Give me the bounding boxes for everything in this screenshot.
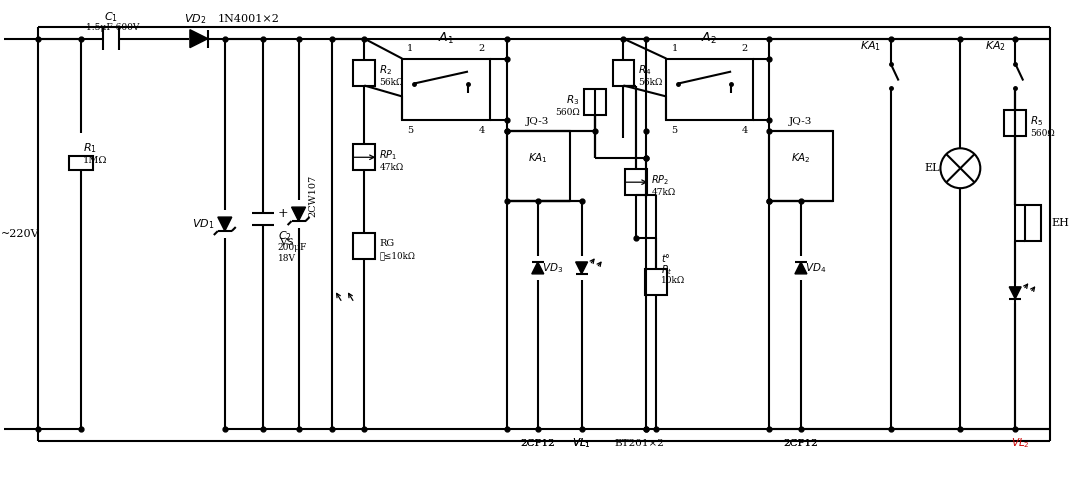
Bar xyxy=(402,59,490,120)
Text: $R_t$: $R_t$ xyxy=(662,263,672,277)
Text: $VL_1$: $VL_1$ xyxy=(572,436,591,450)
Text: $R_2$: $R_2$ xyxy=(380,64,393,77)
Text: 5: 5 xyxy=(671,126,678,135)
Bar xyxy=(1025,205,1042,241)
Text: 1.5μF 600V: 1.5μF 600V xyxy=(86,23,140,32)
Text: $A_1$: $A_1$ xyxy=(438,31,454,46)
Bar xyxy=(353,144,376,170)
Text: 18V: 18V xyxy=(278,254,296,263)
Text: $KA_2$: $KA_2$ xyxy=(985,39,1006,53)
Text: 47kΩ: 47kΩ xyxy=(380,163,404,172)
Text: $KA_1$: $KA_1$ xyxy=(528,152,548,165)
Text: 1: 1 xyxy=(407,44,413,53)
Text: $t°$: $t°$ xyxy=(662,252,671,264)
Polygon shape xyxy=(1009,287,1021,299)
Text: RG: RG xyxy=(380,239,395,249)
Text: EL: EL xyxy=(924,163,940,173)
Text: JQ-3: JQ-3 xyxy=(789,117,812,126)
Text: $R_5$: $R_5$ xyxy=(1030,115,1044,128)
Text: 1MΩ: 1MΩ xyxy=(83,156,108,165)
Bar xyxy=(625,169,648,195)
Text: 1: 1 xyxy=(671,44,678,53)
Polygon shape xyxy=(795,262,807,274)
Bar xyxy=(353,233,376,259)
Text: BT201×2: BT201×2 xyxy=(614,439,664,448)
Text: JQ-3: JQ-3 xyxy=(526,117,550,126)
Polygon shape xyxy=(576,262,587,274)
Bar xyxy=(69,156,94,170)
Text: 47kΩ: 47kΩ xyxy=(651,188,676,196)
Text: EH: EH xyxy=(1051,218,1068,228)
Text: $VL_1$: $VL_1$ xyxy=(572,436,591,450)
Text: $KA_1$: $KA_1$ xyxy=(860,39,881,53)
Text: 2CP12: 2CP12 xyxy=(521,439,555,448)
Text: 10kΩ: 10kΩ xyxy=(662,276,685,285)
Bar xyxy=(1004,110,1027,136)
Text: $R_1$: $R_1$ xyxy=(83,141,97,155)
Text: +: + xyxy=(278,206,288,219)
Polygon shape xyxy=(292,207,306,221)
Polygon shape xyxy=(217,217,231,231)
Text: $R_4$: $R_4$ xyxy=(638,64,652,77)
Text: $VD_2$: $VD_2$ xyxy=(184,12,207,26)
Text: 560Ω: 560Ω xyxy=(555,108,580,117)
Text: 2CP12: 2CP12 xyxy=(783,439,818,448)
Bar xyxy=(769,131,833,201)
Text: 亮≤10kΩ: 亮≤10kΩ xyxy=(380,251,415,261)
Text: 4: 4 xyxy=(741,126,748,135)
Text: $A_2$: $A_2$ xyxy=(702,31,717,46)
Text: 4: 4 xyxy=(479,126,485,135)
Text: 56kΩ: 56kΩ xyxy=(638,78,663,87)
Text: 5: 5 xyxy=(407,126,413,135)
Bar xyxy=(583,89,606,115)
Bar xyxy=(666,59,753,120)
Text: 2CP12: 2CP12 xyxy=(521,439,555,448)
Text: $VL_2$: $VL_2$ xyxy=(1010,436,1030,450)
Text: $RP_1$: $RP_1$ xyxy=(380,148,397,162)
Polygon shape xyxy=(532,262,543,274)
Text: 2CW107: 2CW107 xyxy=(308,175,317,217)
Bar xyxy=(646,269,667,295)
Text: $VD_1$: $VD_1$ xyxy=(192,217,214,231)
Text: $VD_4$: $VD_4$ xyxy=(805,261,826,275)
Text: $C_1$: $C_1$ xyxy=(104,10,118,23)
Text: 2CP12: 2CP12 xyxy=(783,439,818,448)
Text: $C_2$: $C_2$ xyxy=(278,229,292,243)
Polygon shape xyxy=(190,30,208,48)
Text: 560Ω: 560Ω xyxy=(1030,129,1054,138)
Text: 1N4001×2: 1N4001×2 xyxy=(217,14,280,24)
Bar xyxy=(507,131,569,201)
Text: ~220V: ~220V xyxy=(1,229,40,239)
Text: VS: VS xyxy=(280,239,294,248)
Bar xyxy=(353,60,376,86)
Text: $KA_2$: $KA_2$ xyxy=(791,152,811,165)
Text: $VD_3$: $VD_3$ xyxy=(542,261,564,275)
Text: 2: 2 xyxy=(479,44,485,53)
Bar xyxy=(612,60,635,86)
Text: 2: 2 xyxy=(741,44,748,53)
Circle shape xyxy=(940,148,980,188)
Text: $RP_2$: $RP_2$ xyxy=(651,174,669,187)
Text: 200μF: 200μF xyxy=(278,243,307,252)
Text: 56kΩ: 56kΩ xyxy=(380,78,404,87)
Text: $R_3$: $R_3$ xyxy=(566,94,580,108)
